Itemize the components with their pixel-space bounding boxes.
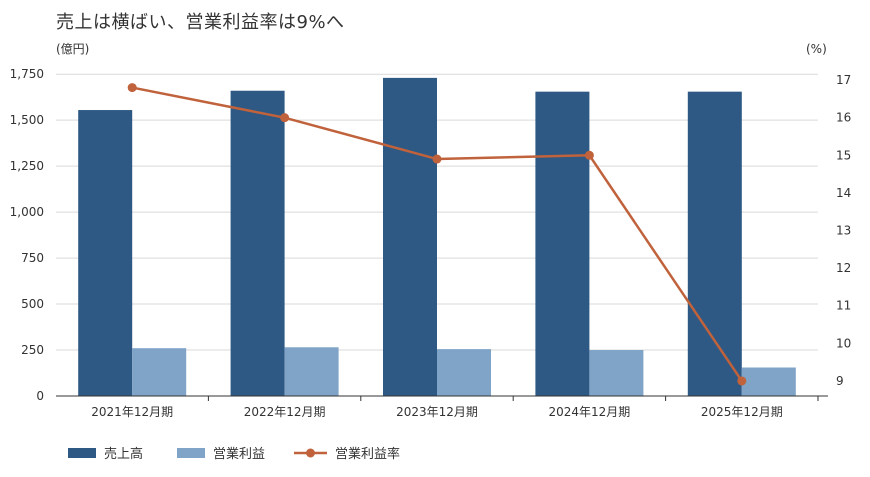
operating-profit-bar	[437, 349, 491, 396]
right-tick-label: 17	[836, 73, 851, 87]
right-tick-label: 10	[836, 336, 851, 350]
chart-title: 売上は横ばい、営業利益率は9%へ	[56, 12, 345, 33]
left-tick-label: 750	[21, 251, 44, 265]
legend-label-sales: 売上高	[104, 446, 143, 462]
category-label: 2024年12月期	[548, 405, 630, 419]
sales-bar	[535, 91, 590, 397]
left-tick-label: 1,500	[10, 113, 44, 127]
left-tick-label: 250	[21, 343, 44, 357]
category-label: 2022年12月期	[244, 405, 326, 419]
operating-profit-bar	[284, 347, 339, 396]
legend-swatch-sales	[68, 448, 96, 458]
category-label: 2021年12月期	[91, 405, 173, 419]
left-tick-label: 500	[21, 297, 44, 311]
legend: 売上高 営業利益 営業利益率	[68, 446, 400, 462]
axes: 0 250 500 750 1,000 1,250 1,500 1,750 9 10 11 12 13 1…	[10, 42, 852, 419]
right-tick-label: 13	[836, 224, 851, 238]
right-tick-label: 9	[836, 374, 844, 388]
left-tick-label: 1,000	[10, 205, 44, 219]
sales-bar	[383, 77, 437, 396]
right-tick-label: 15	[836, 148, 851, 162]
operating-profit-bar	[132, 348, 187, 396]
legend-label-profit: 営業利益	[213, 446, 265, 462]
left-tick-label: 0	[36, 389, 44, 403]
left-axis-unit: (億円)	[56, 42, 89, 56]
left-tick-label: 1,250	[10, 159, 44, 173]
right-tick-label: 12	[836, 261, 851, 275]
legend-label-margin: 営業利益率	[335, 446, 400, 462]
legend-marker-margin	[306, 448, 315, 458]
left-tick-label: 1,750	[10, 67, 44, 81]
sales-bar	[230, 90, 285, 396]
right-axis-unit: (%)	[806, 42, 827, 56]
sales-bar	[78, 110, 133, 396]
category-label: 2023年12月期	[396, 405, 478, 419]
legend-swatch-profit	[177, 448, 205, 458]
margin-point	[737, 376, 747, 386]
margin-point	[127, 83, 137, 93]
margin-point	[432, 154, 442, 164]
bars	[78, 77, 796, 397]
right-tick-label: 14	[836, 186, 851, 200]
margin-point	[584, 150, 594, 160]
sales-bar	[687, 91, 742, 397]
operating-profit-bar	[741, 367, 796, 396]
right-tick-label: 16	[836, 111, 851, 125]
right-tick-label: 11	[836, 299, 851, 313]
profit-margin-line	[127, 83, 747, 386]
category-label: 2025年12月期	[701, 405, 783, 419]
operating-profit-bar	[589, 350, 644, 396]
margin-point	[280, 113, 290, 123]
